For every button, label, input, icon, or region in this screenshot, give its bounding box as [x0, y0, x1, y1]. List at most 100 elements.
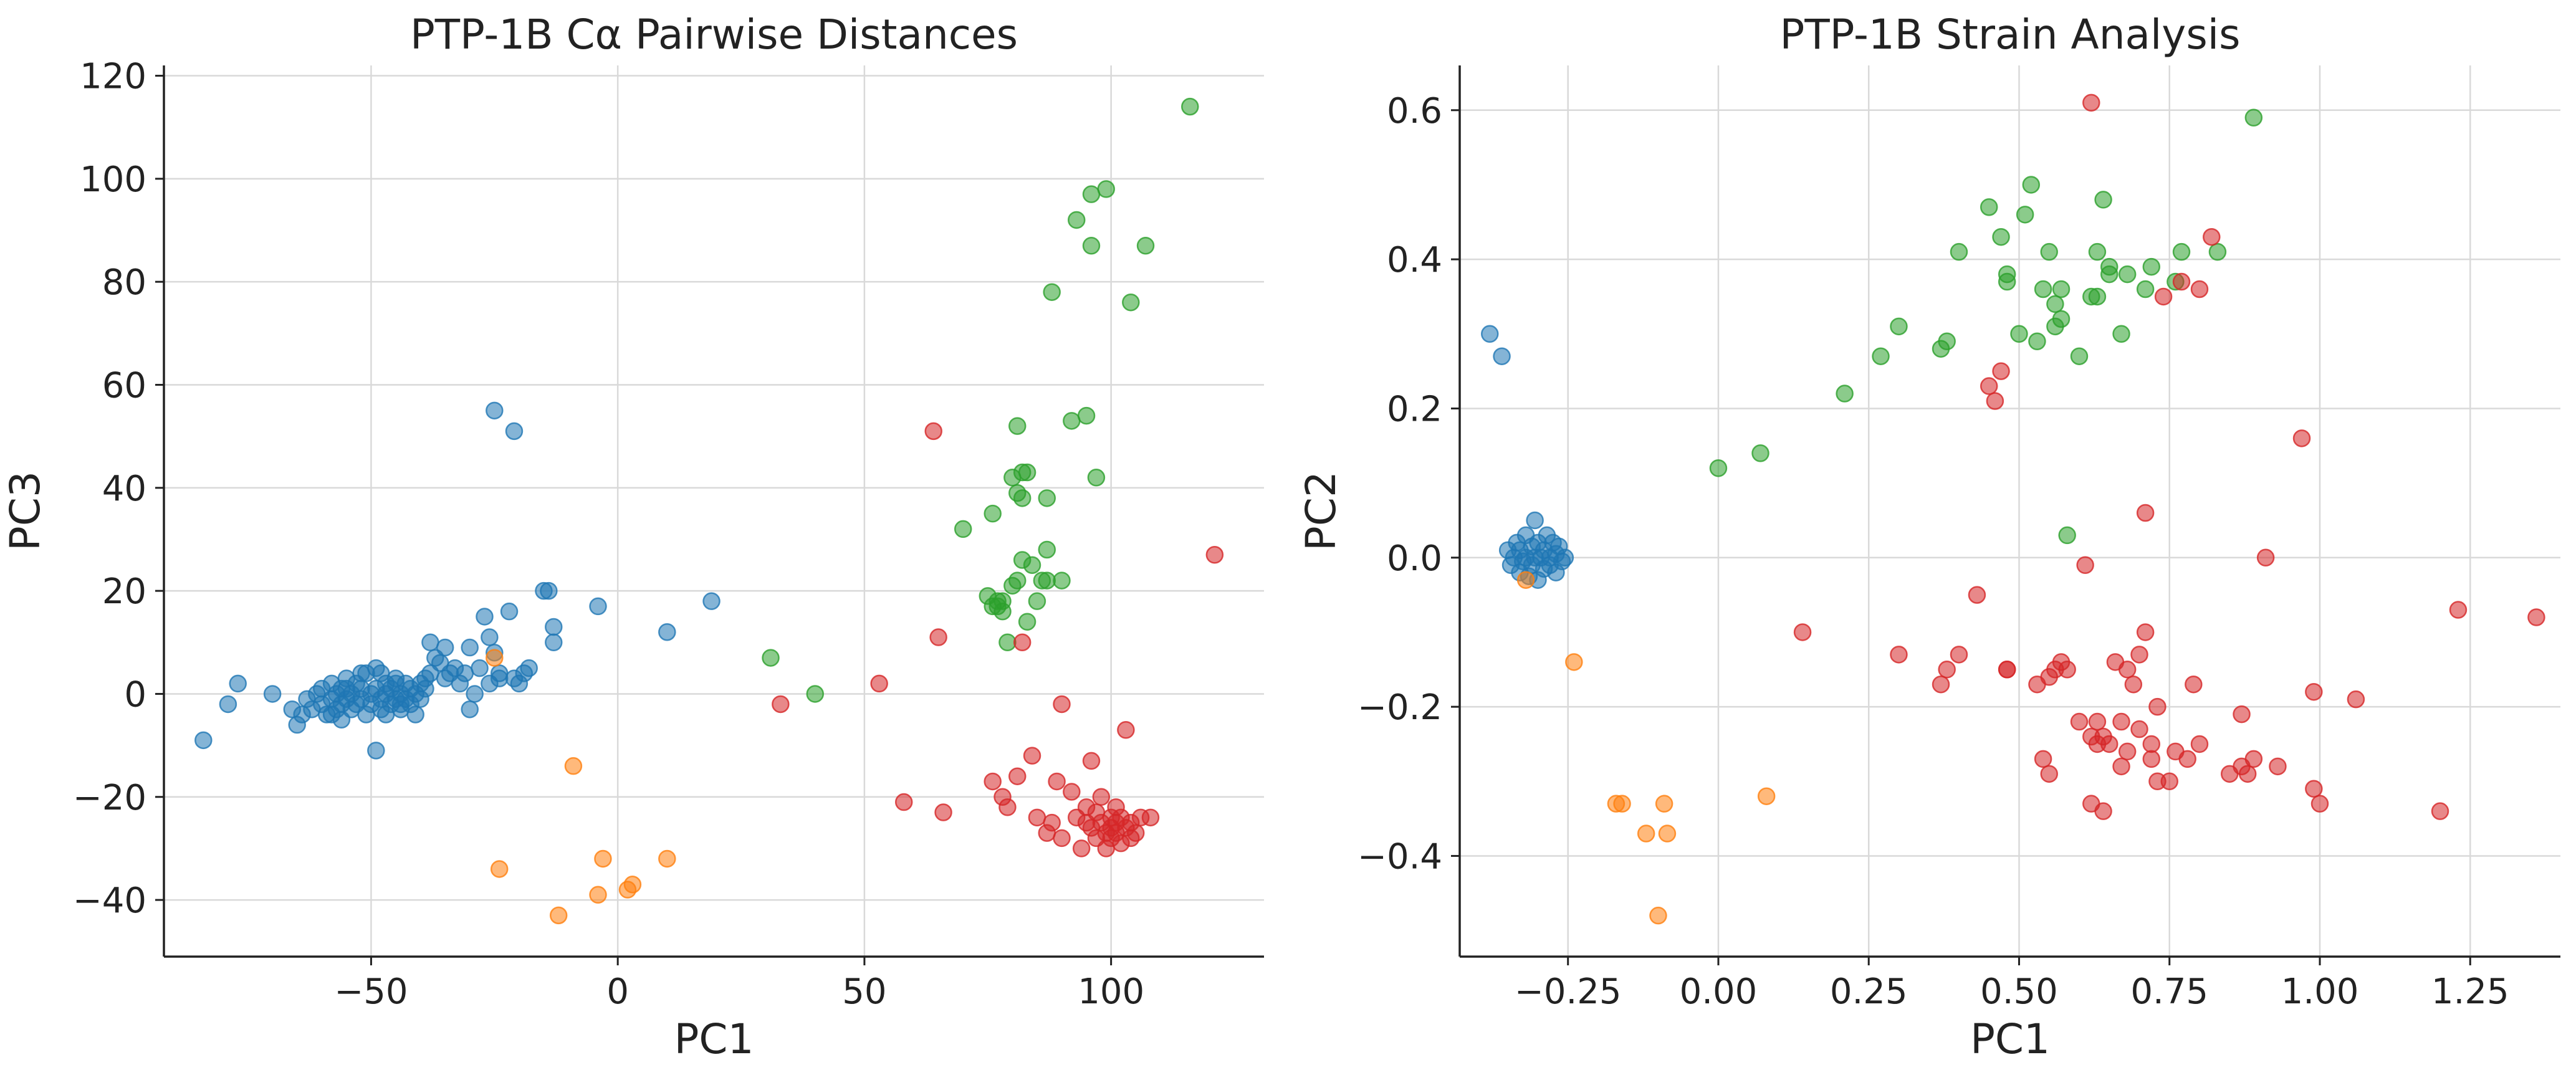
- y-tick-label: 0.2: [1387, 389, 1442, 429]
- scatter-point: [806, 685, 825, 703]
- x-tick-label: 0.00: [1680, 972, 1758, 1012]
- scatter-point: [2052, 280, 2071, 299]
- scatter-point: [1938, 661, 1956, 679]
- scatter-point: [2269, 757, 2287, 776]
- y-tick-label: 0.4: [1387, 240, 1442, 280]
- scatter-points: [194, 97, 1224, 925]
- scatter-point: [1008, 571, 1027, 590]
- scatter-point: [772, 695, 790, 714]
- scatter-point: [486, 649, 504, 667]
- scatter-point: [994, 592, 1012, 610]
- scatter-point: [762, 649, 780, 667]
- scatter-point: [2190, 735, 2209, 753]
- scatter-point: [520, 659, 538, 677]
- x-tick-label: −50: [334, 972, 408, 1012]
- y-tick-label: 20: [102, 571, 146, 612]
- scatter-point: [436, 638, 454, 657]
- scatter-point: [1053, 571, 1071, 590]
- scatter-point: [1122, 293, 1140, 312]
- scatter-point: [376, 705, 395, 724]
- scatter-point: [2010, 325, 2028, 343]
- scatter-point: [1087, 469, 1106, 487]
- scatter-point: [1082, 237, 1101, 255]
- scatter-point: [1082, 185, 1101, 203]
- scatter-point: [2208, 242, 2227, 261]
- scatter-point: [2172, 242, 2191, 261]
- scatter-point: [1938, 332, 1956, 351]
- scatter-point: [461, 638, 479, 657]
- scatter-point: [1980, 198, 1998, 216]
- y-tick-label: 80: [102, 262, 146, 303]
- scatter-point: [1181, 97, 1199, 116]
- scatter-point: [1117, 721, 1135, 739]
- scatter-point: [2310, 795, 2329, 813]
- x-tick-label: 0: [606, 972, 629, 1012]
- scatter-point: [322, 705, 341, 724]
- scatter-point: [391, 695, 410, 714]
- scatter-point: [870, 674, 888, 693]
- scatter-point: [1063, 412, 1081, 430]
- scatter-point: [998, 633, 1017, 652]
- scatter-point: [2172, 272, 2191, 291]
- scatter-point: [998, 798, 1017, 816]
- scatter-point: [1043, 283, 1061, 301]
- scatter-point: [456, 664, 474, 682]
- scatter-point: [545, 633, 563, 652]
- axes-spines: [155, 65, 1264, 965]
- scatter-point: [367, 742, 385, 760]
- scatter-point: [1968, 586, 1986, 604]
- scatter-point: [2148, 697, 2167, 716]
- scatter-point: [2203, 227, 2221, 246]
- y-tick-label: −0.4: [1357, 836, 1442, 877]
- scatter-point: [2088, 712, 2107, 731]
- scatter-point: [1082, 752, 1101, 770]
- y-tick-label: 100: [80, 160, 146, 200]
- scatter-point: [1757, 787, 1776, 805]
- scatter-point: [1043, 813, 1061, 832]
- scatter-point: [2142, 257, 2161, 276]
- y-tick-label: 60: [102, 365, 146, 406]
- x-tick-label: 0.25: [1830, 972, 1908, 1012]
- scatter-point: [1048, 772, 1066, 791]
- y-axis-label: PC2: [1297, 471, 1345, 551]
- x-axis-label: PC1: [1970, 1015, 2050, 1063]
- x-tick-label: 1.00: [2281, 972, 2359, 1012]
- grid-lines: [164, 65, 1264, 957]
- scatter-point: [1067, 211, 1086, 229]
- scatter-point: [1097, 180, 1115, 198]
- scatter-point: [1053, 829, 1071, 848]
- scatter-point: [702, 592, 721, 610]
- scatter-point: [1092, 788, 1111, 806]
- scatter-point: [929, 628, 947, 646]
- scatter-point: [1516, 571, 1535, 589]
- scatter-point: [549, 906, 568, 925]
- scatter-point: [2238, 765, 2257, 783]
- scatter-point: [466, 685, 484, 703]
- y-axis-label: PC3: [1, 471, 49, 551]
- scatter-point: [2088, 287, 2107, 306]
- scatter-point: [2190, 280, 2209, 299]
- scatter-point: [2016, 206, 2034, 224]
- scatter-point: [1205, 546, 1224, 564]
- scatter-point: [1008, 767, 1027, 785]
- scatter-point: [1992, 362, 2010, 380]
- scatter-point: [2136, 623, 2155, 641]
- scatter-point: [2088, 242, 2107, 261]
- scatter-point: [490, 669, 509, 687]
- scatter-point: [1986, 392, 2004, 410]
- scatter-point: [1998, 661, 2016, 679]
- pairwise-distances-panel: −50 0 50 100 −40 −20 0 20 40 60 80 100 120 PTP-1B Cα…: [1, 11, 1264, 1063]
- scatter-point: [1063, 783, 1081, 801]
- scatter-point: [1890, 317, 1908, 336]
- scatter-point: [194, 731, 213, 750]
- scatter-point: [2142, 735, 2161, 753]
- scatter-point: [2040, 765, 2058, 783]
- scatter-point: [1890, 646, 1908, 664]
- scatter-point: [545, 618, 563, 636]
- x-tick-label: 1.25: [2431, 972, 2509, 1012]
- scatter-point: [1649, 906, 1667, 925]
- scatter-point: [2034, 280, 2052, 299]
- scatter-point: [2136, 504, 2155, 522]
- scatter-point: [1980, 377, 1998, 395]
- scatter-point: [2185, 675, 2203, 694]
